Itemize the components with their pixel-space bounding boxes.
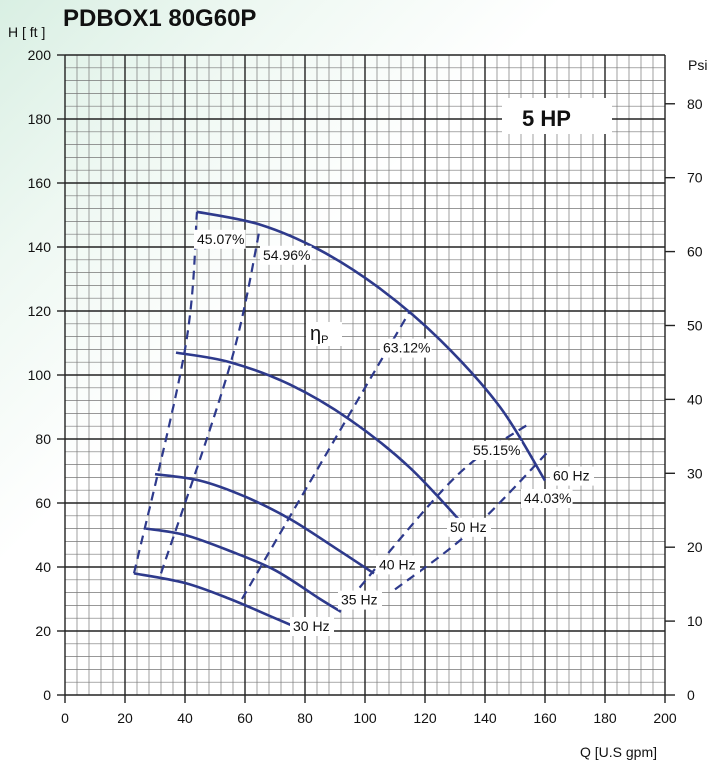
- label-eff-44-box: [521, 489, 573, 508]
- label-eff-55a-box: [260, 245, 312, 265]
- curve-50-hz: [175, 351, 471, 533]
- y-tick-label: 180: [28, 111, 52, 127]
- y-tick-label: 80: [35, 431, 51, 447]
- x-tick-label: 20: [117, 710, 133, 726]
- y2-tick-label: 60: [687, 244, 703, 260]
- label-40hz: 40 Hz: [379, 556, 416, 572]
- y-tick-label: 20: [35, 623, 51, 639]
- label-30hz-box: [290, 617, 334, 636]
- label-30hz: 30 Hz: [293, 618, 330, 634]
- y-tick-label: 200: [28, 47, 52, 63]
- y2-tick-label: 10: [687, 613, 703, 629]
- y-tick-label: 0: [43, 687, 51, 703]
- hp-badge-box: [502, 98, 612, 134]
- efficiency-line: [241, 310, 411, 600]
- label-60hz: 60 Hz: [553, 468, 590, 484]
- x-tick-label: 40: [177, 710, 193, 726]
- x-tick-label: 60: [237, 710, 253, 726]
- x-tick-label: 80: [297, 710, 313, 726]
- label-50hz-box: [447, 517, 491, 537]
- y2-tick-label: 80: [687, 96, 703, 112]
- chart-title: PDBOX1 80G60P: [63, 5, 256, 32]
- label-eff-55b: 55.15%: [473, 442, 520, 458]
- y2-tick-label: 50: [687, 317, 703, 333]
- eta-label: ηP: [310, 323, 328, 346]
- y2-tick-label: 0: [687, 687, 695, 703]
- curve-60-hz: [196, 210, 547, 482]
- y2-tick-label: 70: [687, 170, 703, 186]
- axis-ticks: 0 20 40 60 80 100 120 140 160 180 2000204060801001…: [28, 47, 703, 726]
- efficiency-line: [132, 211, 199, 574]
- y2-tick-label: 40: [687, 391, 703, 407]
- y-tick-label: 120: [28, 303, 52, 319]
- y-tick-label: 60: [35, 495, 51, 511]
- curve-35-hz: [145, 527, 342, 613]
- frequency-curves: [133, 210, 547, 633]
- label-eff-55a: 54.96%: [263, 247, 310, 263]
- label-eff-44: 44.03%: [524, 490, 571, 506]
- label-eff-45-box: [194, 229, 246, 249]
- label-35hz-box: [338, 590, 382, 610]
- label-60hz-box: [550, 466, 594, 486]
- hp-badge: 5 HP: [522, 106, 571, 131]
- eta-label-box: [306, 322, 342, 346]
- x-tick-label: 0: [61, 710, 69, 726]
- x-tick-label: 200: [653, 710, 677, 726]
- y-tick-label: 100: [28, 367, 52, 383]
- eta-subscript: P: [321, 334, 328, 346]
- y2-axis-label: Psi: [688, 57, 707, 73]
- y2-tick-label: 20: [687, 539, 703, 555]
- x-tick-label: 120: [413, 710, 437, 726]
- y-axis-label: H [ ft ]: [8, 24, 45, 40]
- curve-labels: 30 Hz 35 Hz 40 Hz 50 Hz 60 Hz 45.07% 54.96% 63.…: [194, 229, 594, 636]
- y-tick-label: 40: [35, 559, 51, 575]
- label-eff-63: 63.12%: [383, 340, 430, 356]
- label-eff-45: 45.07%: [197, 231, 244, 247]
- label-eff-55b-box: [470, 441, 522, 460]
- label-40hz-box: [376, 555, 420, 575]
- x-axis-label: Q [U.S gpm]: [580, 744, 657, 760]
- efficiency-line: [159, 227, 262, 574]
- curve-30-hz: [133, 572, 306, 633]
- label-eff-63-box: [380, 338, 432, 358]
- y-tick-label: 140: [28, 239, 52, 255]
- x-tick-label: 180: [593, 710, 617, 726]
- label-35hz: 35 Hz: [341, 592, 378, 608]
- x-tick-label: 100: [353, 710, 377, 726]
- y-tick-label: 160: [28, 175, 52, 191]
- curve-40-hz: [154, 472, 375, 575]
- x-tick-label: 160: [533, 710, 557, 726]
- y2-tick-label: 30: [687, 465, 703, 481]
- x-tick-label: 140: [473, 710, 497, 726]
- label-50hz: 50 Hz: [450, 519, 487, 535]
